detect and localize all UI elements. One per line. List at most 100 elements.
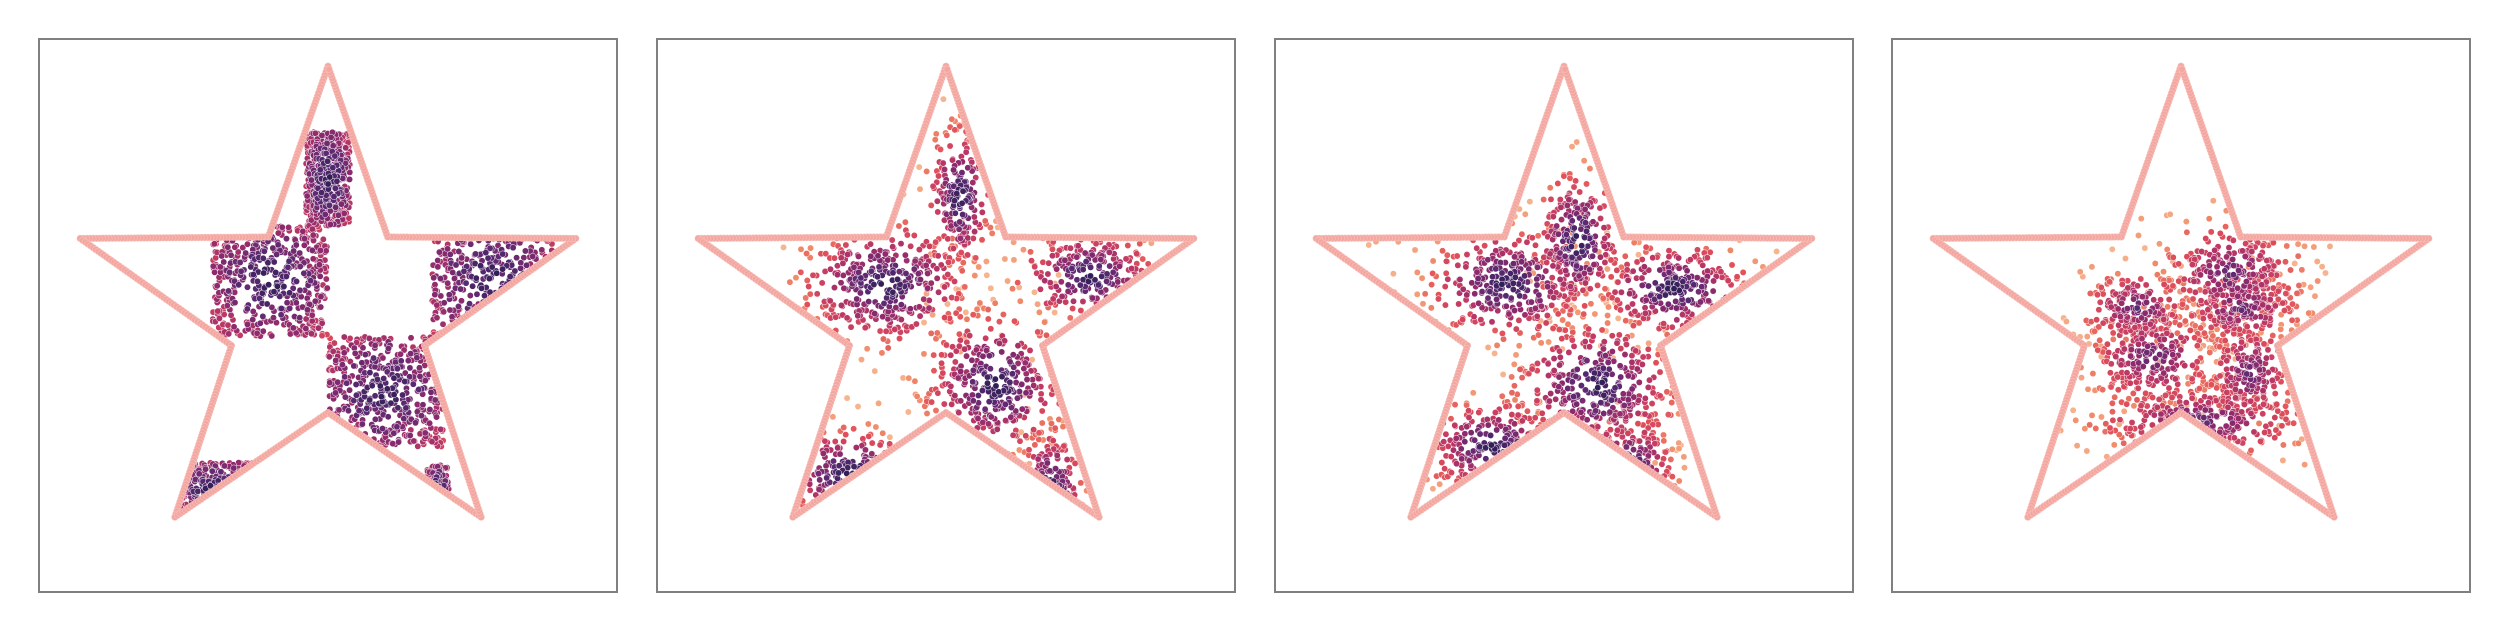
scatter-point (972, 254, 980, 262)
scatter-point (803, 250, 810, 257)
scatter-point (289, 284, 297, 292)
scatter-point (296, 286, 304, 294)
scatter-point (958, 267, 966, 275)
scatter-point (1617, 345, 1625, 352)
scatter-point (857, 274, 865, 282)
scatter-point (1656, 392, 1664, 400)
scatter-point (1103, 277, 1111, 285)
scatter-point (1658, 460, 1666, 468)
scatter-point (1045, 259, 1053, 267)
scatter-point (378, 393, 385, 401)
scatter-point (879, 429, 887, 437)
scatter-point (939, 95, 947, 103)
scatter-point (216, 314, 223, 322)
scatter-point (460, 267, 468, 275)
scatter-point (822, 462, 830, 470)
scatter-point (448, 313, 456, 321)
scatter-point (993, 425, 1001, 433)
scatter-point (957, 234, 964, 242)
scatter-point (1447, 415, 1455, 423)
scatter-point (1106, 262, 1114, 270)
scatter-point (805, 283, 813, 290)
scatter-point (276, 293, 284, 300)
scatter-point (941, 314, 949, 322)
scatter-point (858, 356, 865, 364)
scatter-point (1082, 258, 1090, 266)
scatter-point (1526, 198, 1534, 206)
scatter-point (1037, 285, 1044, 293)
scatter-point (998, 348, 1006, 356)
scatter-point (832, 313, 840, 321)
scatter-point (466, 300, 473, 308)
scatter-point (1613, 266, 1621, 274)
scatter-point (1037, 396, 1045, 404)
scatter-point (249, 271, 257, 278)
scatter-point (995, 388, 1003, 396)
scatter-point (1077, 307, 1085, 314)
scatter-point (1018, 380, 1026, 388)
scatter-point (964, 164, 972, 172)
scatter-point (978, 200, 985, 208)
scatter-point (1537, 339, 1545, 347)
scatter-point (286, 289, 293, 297)
scatter-point (835, 469, 842, 477)
scatter-point (467, 240, 475, 248)
scatter-point (880, 300, 888, 307)
scatter-point (1049, 437, 1057, 445)
scatter-point (950, 166, 957, 174)
scatter-point (332, 203, 340, 211)
scatter-point (263, 300, 271, 308)
scatter-point (231, 243, 239, 251)
scatter-point (217, 468, 225, 476)
scatter-point (843, 394, 851, 402)
scatter-point (307, 176, 315, 184)
scatter-point (930, 367, 938, 375)
scatter-point (891, 325, 899, 333)
scatter-point (1427, 304, 1435, 312)
scatter-point (1041, 318, 1049, 326)
scatter-point (237, 267, 245, 275)
scatter-point (959, 259, 967, 267)
scatter-point (874, 252, 882, 260)
scatter-point (836, 450, 844, 458)
scatter-point (317, 303, 325, 311)
scatter-point (225, 287, 232, 295)
scatter-point (1518, 374, 1526, 382)
scatter-point (274, 282, 281, 290)
scatter-point (1451, 401, 1459, 409)
scatter-point (1663, 388, 1671, 396)
scatter-point (208, 467, 216, 475)
scatter-point (256, 319, 264, 327)
scatter-point (444, 245, 451, 253)
scatter-point (1576, 188, 1584, 196)
scatter-point (404, 357, 412, 365)
scatter-point (1413, 268, 1421, 276)
scatter-point (981, 217, 989, 225)
scatter-point (987, 413, 995, 421)
scatter-point (316, 272, 324, 280)
scatter-point (226, 268, 234, 276)
scatter-point (330, 339, 338, 347)
scatter-point (1043, 459, 1051, 467)
scatter-point (235, 281, 243, 289)
scatter-point (1038, 407, 1046, 415)
scatter-point (1453, 252, 1461, 260)
scatter-point (322, 149, 330, 157)
scatter-point (1604, 312, 1612, 319)
scatter-point (1442, 257, 1450, 265)
scatter-point (897, 316, 905, 323)
scatter-point (1635, 319, 1643, 327)
scatter-point (903, 231, 911, 239)
scatter-point (888, 236, 896, 244)
scatter-point (406, 364, 414, 372)
scatter-point (439, 320, 447, 328)
scatter-point (1555, 326, 1563, 333)
scatter-point (915, 246, 923, 254)
scatter-point (871, 310, 879, 318)
scatter-point (951, 126, 959, 134)
scatter-point (867, 267, 875, 275)
scatter-point (1049, 252, 1056, 260)
scatter-point (1124, 242, 1132, 249)
scatter-point (334, 378, 342, 386)
scatter-point (1587, 300, 1595, 308)
